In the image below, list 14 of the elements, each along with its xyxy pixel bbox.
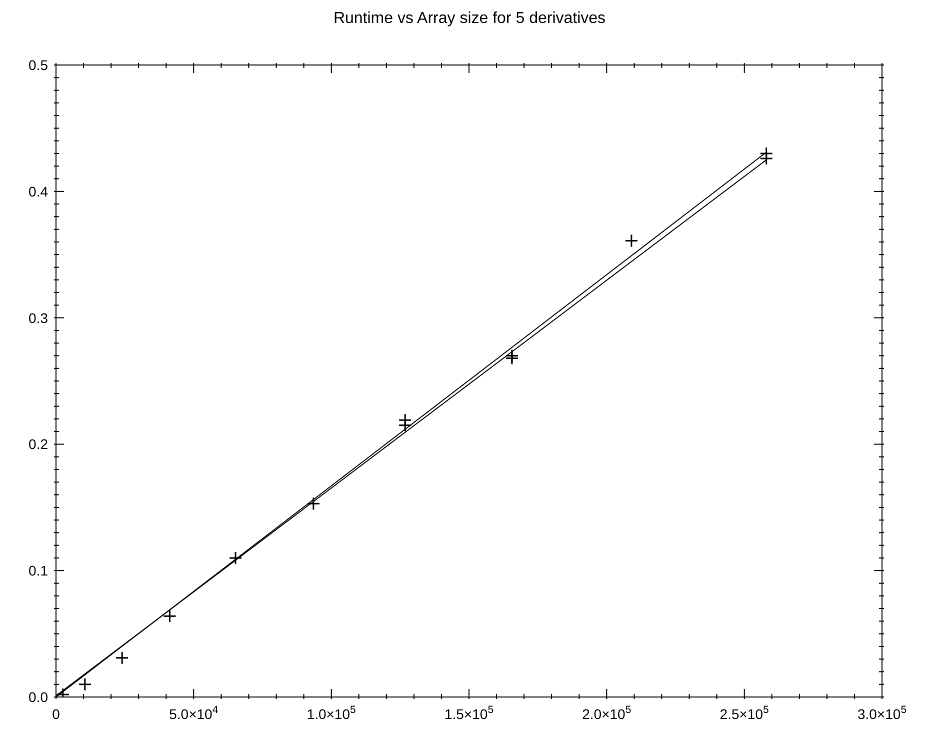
y-tick-label: 0.0: [28, 689, 48, 705]
y-tick-label: 0.1: [28, 562, 48, 579]
y-tick-label: 0.2: [28, 436, 48, 452]
y-tick-label: 0.4: [28, 183, 48, 200]
y-tick-label: 0.3: [28, 310, 48, 326]
x-tick-label: 2.5×10$^{5}$: [720, 704, 770, 722]
x-tick-label: 2.0×10$^{5}$: [582, 704, 632, 722]
x-tick-label: 3.0×10$^{5}$: [857, 704, 907, 722]
chart-title: Runtime vs Array size for 5 derivatives: [332, 10, 607, 28]
y-tick-label: 0.5: [28, 57, 48, 73]
x-tick-label: 1.5×10$^{5}$: [444, 704, 494, 722]
x-tick-label: 5.0×10$^{4}$: [169, 704, 218, 722]
x-tick-label: 0: [52, 706, 60, 722]
x-tick-label: 1.0×10$^{5}$: [306, 704, 356, 722]
